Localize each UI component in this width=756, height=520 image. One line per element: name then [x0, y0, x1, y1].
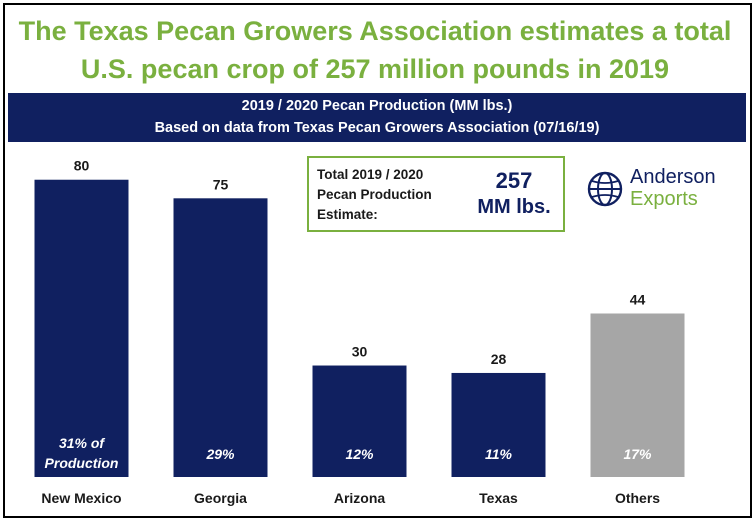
- headline-line-1: The Texas Pecan Growers Association esti…: [18, 16, 732, 46]
- share-label-others: 17%: [623, 446, 652, 462]
- value-label-georgia: 75: [213, 176, 229, 192]
- share-label-arizona: 12%: [345, 446, 374, 462]
- anderson-exports-logo: Anderson Exports: [586, 166, 736, 214]
- callout-label-line-1: Total 2019 / 2020: [317, 167, 424, 182]
- callout-unit: MM lbs.: [477, 196, 551, 218]
- bar-others: [590, 313, 685, 477]
- value-label-texas: 28: [491, 351, 507, 367]
- globe-icon: [587, 171, 623, 207]
- value-label-others: 44: [630, 292, 646, 308]
- callout-label-line-3: Estimate:: [317, 207, 378, 222]
- callout-label: Total 2019 / 2020 Pecan Production Estim…: [317, 165, 467, 225]
- chart-title: 2019 / 2020 Pecan Production (MM lbs.): [241, 98, 513, 114]
- share-label-new-mexico: 31% of Production: [45, 435, 119, 471]
- value-label-new-mexico: 80: [74, 158, 90, 174]
- callout-total: 257: [495, 168, 533, 193]
- logo-line-1: Anderson: [630, 166, 716, 188]
- bar-texas: [451, 372, 546, 477]
- category-label-georgia: Georgia: [194, 490, 247, 506]
- value-label-arizona: 30: [352, 344, 368, 360]
- share-label-georgia: 29%: [205, 446, 235, 462]
- callout-label-line-2: Pecan Production: [317, 187, 432, 202]
- category-label-arizona: Arizona: [334, 490, 386, 506]
- headline-line-2: U.S. pecan crop of 257 million pounds in…: [80, 54, 670, 84]
- callout-value: 257 MM lbs.: [469, 168, 559, 220]
- logo-line-2: Exports: [630, 188, 698, 210]
- total-estimate-callout: Total 2019 / 2020 Pecan Production Estim…: [307, 156, 565, 232]
- category-label-new-mexico: New Mexico: [41, 490, 121, 506]
- bar-new-mexico: [34, 179, 129, 477]
- category-label-others: Others: [615, 490, 660, 506]
- share-label-texas: 11%: [485, 446, 513, 462]
- chart-title-banner: 2019 / 2020 Pecan Production (MM lbs.) B…: [8, 93, 746, 142]
- logo-wordmark: Anderson Exports: [630, 166, 716, 210]
- bar-arizona: [312, 365, 407, 477]
- bar-georgia: [173, 198, 268, 477]
- category-label-texas: Texas: [479, 490, 518, 506]
- chart-subtitle: Based on data from Texas Pecan Growers A…: [154, 120, 600, 136]
